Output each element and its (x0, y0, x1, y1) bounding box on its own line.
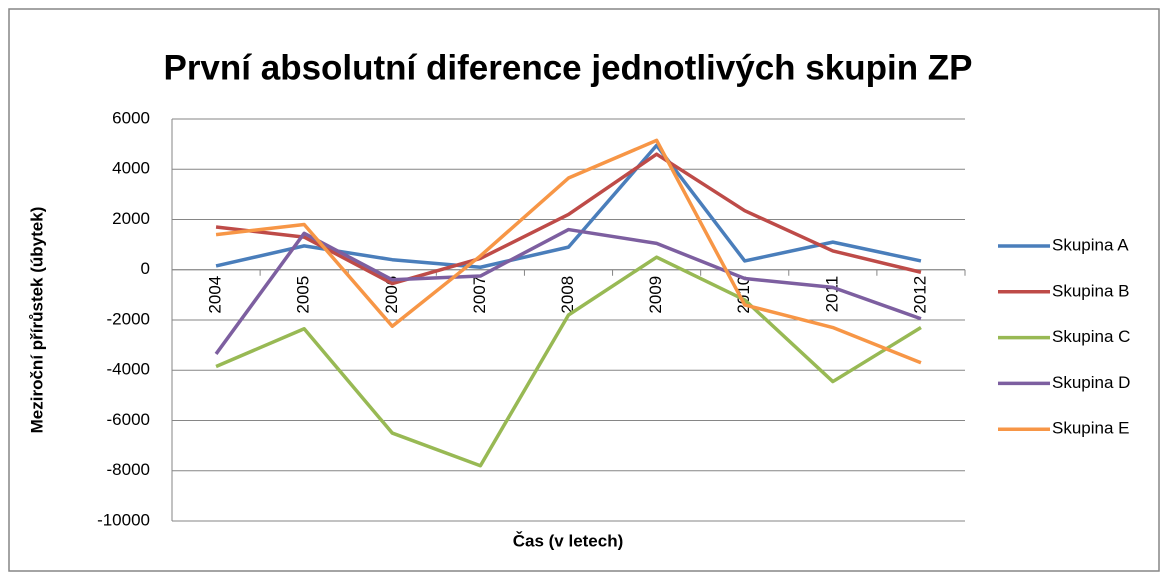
series-line (215, 138, 922, 365)
y-tick-label: -4000 (107, 360, 150, 379)
legend-label: Skupina A (1052, 235, 1129, 254)
y-axis-label: Meziroční přírůstek (úbytek) (27, 207, 46, 434)
series-line (215, 152, 922, 286)
y-tick-label: -2000 (107, 309, 150, 328)
chart-title: První absolutní diference jednotlivých s… (163, 48, 972, 87)
legend-label: Skupina E (1052, 419, 1130, 438)
legend-label: Skupina C (1052, 327, 1130, 346)
y-tick-label: 6000 (112, 108, 150, 127)
y-tick-label: -8000 (107, 460, 150, 479)
chart-border (8, 8, 1160, 572)
y-tick-label: -10000 (97, 510, 150, 529)
x-tick-label: 2007 (470, 276, 489, 314)
y-tick-label: 2000 (112, 209, 150, 228)
series-line (214, 227, 922, 355)
x-tick-label: 2004 (206, 276, 225, 314)
legend-label: Skupina B (1052, 281, 1130, 300)
series-line (215, 255, 922, 468)
x-tick-label: 2011 (822, 276, 841, 313)
legend-label: Skupina D (1052, 373, 1130, 392)
x-tick-label: 2005 (294, 276, 313, 314)
x-tick-label: 2006 (382, 276, 401, 314)
x-tick-label: 2008 (558, 276, 577, 314)
x-axis-label: Čas (v letech) (513, 531, 624, 550)
y-tick-label: 0 (141, 259, 150, 278)
y-tick-label: -6000 (107, 410, 150, 429)
y-tick-label: 4000 (112, 159, 150, 178)
x-tick-label: 2012 (910, 276, 929, 314)
x-tick-label: 2009 (646, 276, 665, 314)
